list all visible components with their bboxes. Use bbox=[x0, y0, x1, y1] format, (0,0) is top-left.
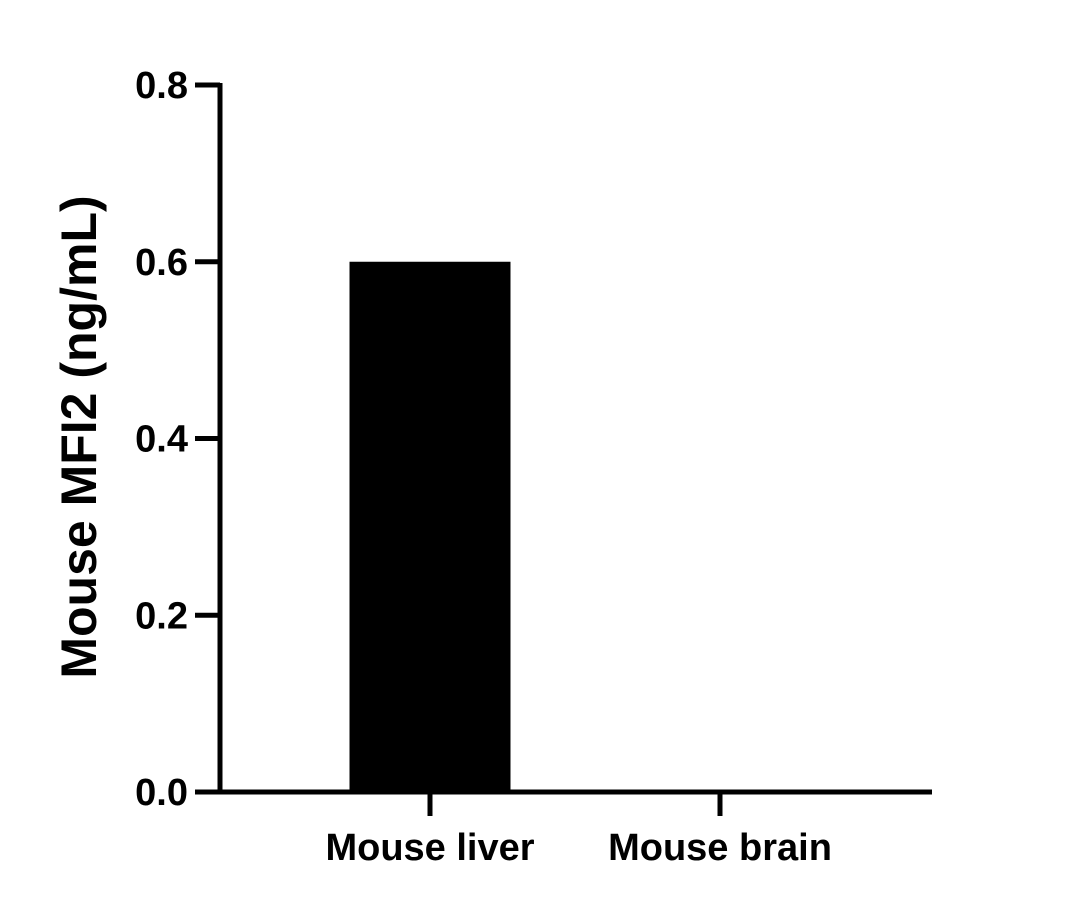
x-tick-label: Mouse brain bbox=[608, 827, 832, 869]
bars bbox=[349, 261, 511, 792]
y-tick-label: 0.0 bbox=[135, 772, 188, 814]
y-tick-label: 0.4 bbox=[135, 419, 188, 461]
y-tick-label: 0.6 bbox=[135, 242, 188, 284]
y-ticks: 0.0 0.2 0.4 0.6 0.8 bbox=[135, 65, 220, 814]
bar-mouse-liver bbox=[349, 261, 511, 792]
x-tick-label: Mouse liver bbox=[325, 827, 534, 869]
y-tick-label: 0.2 bbox=[135, 595, 188, 637]
y-axis-label: Mouse MFI2 (ng/mL) bbox=[51, 195, 107, 678]
y-tick-label: 0.8 bbox=[135, 65, 188, 107]
x-ticks: Mouse liver Mouse brain bbox=[325, 792, 832, 869]
